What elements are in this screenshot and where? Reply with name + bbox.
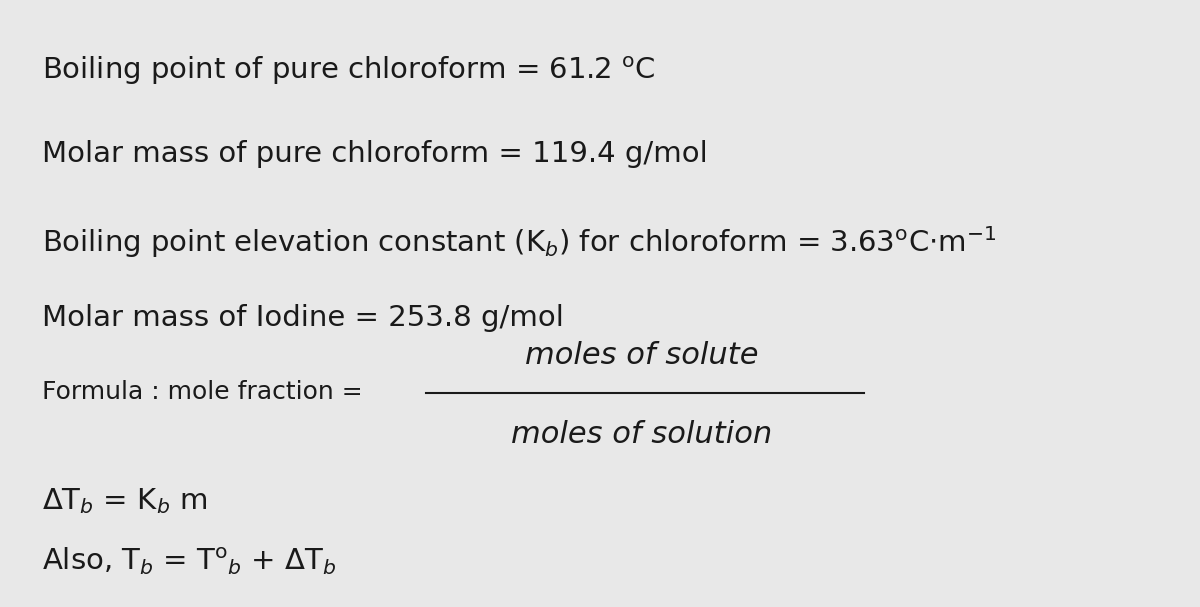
Text: moles of solution: moles of solution — [511, 419, 773, 449]
Text: Molar mass of pure chloroform = 119.4 g/mol: Molar mass of pure chloroform = 119.4 g/… — [42, 140, 708, 168]
Text: Boiling point of pure chloroform = 61.2 $^{\mathrm{o}}$C: Boiling point of pure chloroform = 61.2 … — [42, 55, 655, 87]
Text: Molar mass of Iodine = 253.8 g/mol: Molar mass of Iodine = 253.8 g/mol — [42, 304, 564, 331]
Text: Also, T$_b$ = T$^{\mathrm{o}}$$_b$ + $\Delta$T$_b$: Also, T$_b$ = T$^{\mathrm{o}}$$_b$ + $\D… — [42, 546, 336, 577]
Text: $\Delta$T$_b$ = K$_b$ m: $\Delta$T$_b$ = K$_b$ m — [42, 486, 208, 516]
Text: Boiling point elevation constant (K$_b$) for chloroform = 3.63$^{\mathrm{o}}$C$\: Boiling point elevation constant (K$_b$)… — [42, 225, 996, 260]
Text: moles of solute: moles of solute — [526, 341, 758, 370]
Text: Formula : mole fraction =: Formula : mole fraction = — [42, 379, 371, 404]
